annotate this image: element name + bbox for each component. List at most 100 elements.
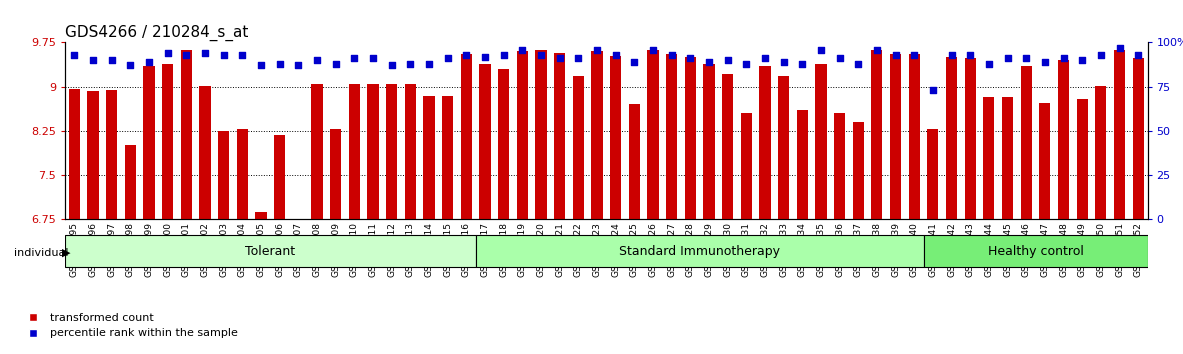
Point <box>774 59 793 65</box>
Bar <box>834 113 845 219</box>
Text: ▶: ▶ <box>62 248 70 258</box>
Point <box>980 61 998 67</box>
Bar <box>143 66 155 219</box>
Text: individual: individual <box>14 248 69 258</box>
Bar <box>442 96 453 219</box>
Bar <box>88 91 98 219</box>
Point <box>513 47 532 52</box>
Point <box>924 87 943 93</box>
Text: Standard Immunotherapy: Standard Immunotherapy <box>619 245 780 258</box>
Point <box>382 63 401 68</box>
Point <box>289 63 308 68</box>
Bar <box>759 66 770 219</box>
Point <box>848 61 867 67</box>
Point <box>121 63 140 68</box>
Bar <box>405 84 416 219</box>
Point <box>718 57 737 63</box>
Bar <box>647 50 659 219</box>
Point <box>1035 59 1054 65</box>
Bar <box>162 64 173 219</box>
Bar <box>1132 58 1144 219</box>
Point <box>569 56 588 61</box>
Point <box>699 59 718 65</box>
Bar <box>517 51 528 219</box>
Point <box>961 52 980 58</box>
Bar <box>778 76 789 219</box>
Bar <box>592 51 602 219</box>
Point <box>327 61 345 67</box>
Bar <box>479 64 491 219</box>
Bar <box>330 129 341 219</box>
Point <box>159 50 177 56</box>
Point <box>140 59 159 65</box>
Point <box>644 47 662 52</box>
Bar <box>909 54 920 219</box>
Point <box>270 61 289 67</box>
Point <box>438 56 457 61</box>
Legend: transformed count, percentile rank within the sample: transformed count, percentile rank withi… <box>18 308 243 343</box>
Point <box>942 52 961 58</box>
Bar <box>722 74 733 219</box>
Bar <box>311 84 323 219</box>
Bar <box>666 54 677 219</box>
Point <box>606 52 625 58</box>
Bar <box>927 129 938 219</box>
FancyBboxPatch shape <box>476 235 924 267</box>
Bar <box>554 52 565 219</box>
Point <box>102 57 121 63</box>
Point <box>680 56 699 61</box>
Point <box>195 50 214 56</box>
Bar <box>610 56 621 219</box>
Bar <box>796 110 808 219</box>
Bar <box>386 84 397 219</box>
Bar <box>1058 60 1069 219</box>
Bar <box>1039 103 1051 219</box>
Bar <box>349 84 360 219</box>
Point <box>401 61 420 67</box>
Point <box>476 54 494 59</box>
Point <box>177 52 196 58</box>
Bar <box>424 96 434 219</box>
Point <box>363 56 382 61</box>
Point <box>625 59 644 65</box>
Text: GDS4266 / 210284_s_at: GDS4266 / 210284_s_at <box>65 25 248 41</box>
Bar <box>1077 98 1088 219</box>
Bar <box>853 122 864 219</box>
Point <box>345 56 364 61</box>
Text: Healthy control: Healthy control <box>988 245 1084 258</box>
Bar <box>181 50 192 219</box>
Bar <box>1002 97 1013 219</box>
Bar <box>685 57 696 219</box>
Bar <box>946 57 957 219</box>
Point <box>1092 52 1111 58</box>
Point <box>65 52 84 58</box>
Point <box>308 57 327 63</box>
Point <box>1129 52 1148 58</box>
Point <box>998 56 1017 61</box>
Point <box>84 57 103 63</box>
Point <box>1016 56 1035 61</box>
Point <box>1073 57 1092 63</box>
Text: Tolerant: Tolerant <box>245 245 296 258</box>
Bar <box>890 54 901 219</box>
Bar <box>964 58 976 219</box>
Point <box>905 52 924 58</box>
Bar <box>498 69 509 219</box>
Bar <box>815 64 827 219</box>
Point <box>662 52 681 58</box>
Point <box>812 47 830 52</box>
Point <box>756 56 775 61</box>
Point <box>1054 56 1073 61</box>
Bar <box>200 86 211 219</box>
Point <box>1110 45 1129 51</box>
Bar <box>1114 50 1125 219</box>
Bar <box>124 144 136 219</box>
Point <box>420 61 439 67</box>
Bar <box>218 131 230 219</box>
Point <box>252 63 271 68</box>
Bar <box>704 64 715 219</box>
Bar <box>106 90 117 219</box>
Bar <box>237 129 248 219</box>
Point <box>233 52 252 58</box>
Point <box>531 52 550 58</box>
